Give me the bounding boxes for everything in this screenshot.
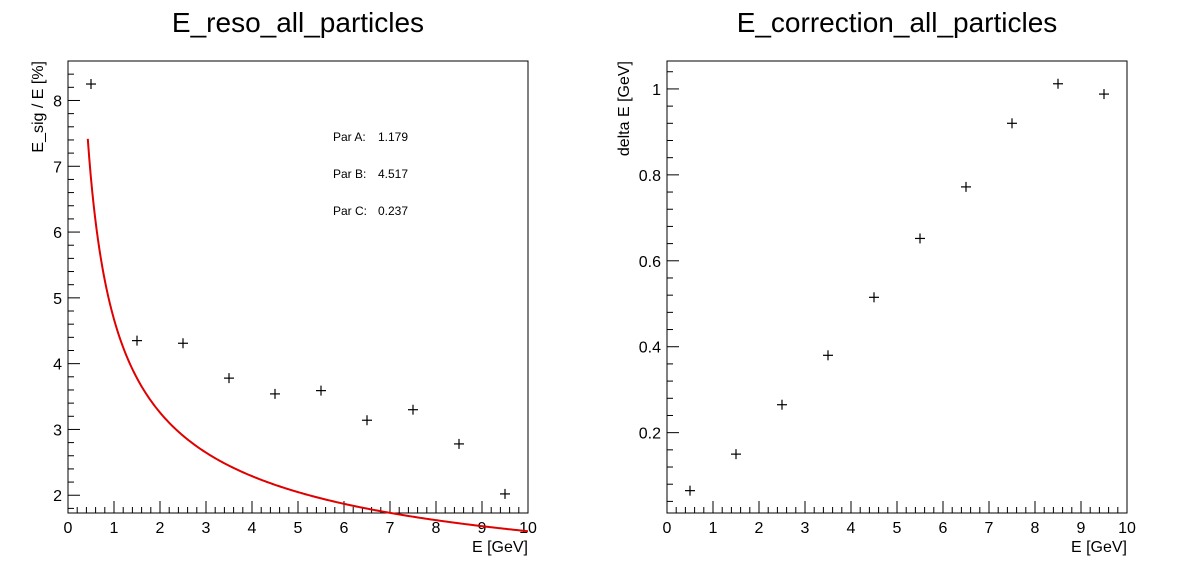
resolution-panel: E_reso_all_particles 0 1 2 3 4 5 6 7 8 9 10 2 3 4 5 6 7 8… — [30, 7, 537, 556]
x-tick-label: 1 — [110, 520, 119, 537]
x-tick-label: 2 — [156, 520, 165, 537]
plot-frame — [666, 60, 1128, 514]
y-axis-label: E_sig / E [%] — [30, 61, 47, 153]
x-tick-label: 6 — [340, 520, 349, 537]
data-point — [132, 335, 142, 346]
par-b-value: 4.517 — [378, 167, 408, 181]
x-axis-label: E [GeV] — [472, 539, 528, 556]
y-tick-label: 6 — [53, 225, 62, 242]
par-a-value: 1.179 — [378, 130, 408, 144]
data-point — [408, 404, 418, 415]
fit-parameters: Par A: 1.179 Par B: 4.517 Par C: 0.237 — [333, 130, 408, 218]
y-tick-label: 0.2 — [639, 426, 661, 443]
par-c-value: 0.237 — [378, 204, 408, 218]
data-point — [915, 233, 925, 244]
y-tick-label: 0.4 — [639, 340, 661, 357]
x-tick-label: 0 — [64, 520, 73, 537]
x-tick-label: 10 — [1118, 520, 1136, 537]
y-tick-label: 5 — [53, 291, 62, 308]
x-tick-label: 7 — [985, 520, 994, 537]
data-point — [316, 385, 326, 396]
y-tick-label: 7 — [53, 159, 62, 176]
y-tick-label: 1 — [652, 82, 661, 99]
x-tick-label: 9 — [1077, 520, 1086, 537]
x-tick-label: 0 — [663, 520, 672, 537]
data-point — [961, 181, 971, 192]
chart-title: E_reso_all_particles — [172, 7, 424, 38]
x-tick-label: 3 — [202, 520, 211, 537]
correction-panel: E_correction_all_particles 0 1 2 3 4 5 6 7 8 9 100… — [616, 7, 1136, 556]
data-point — [362, 415, 372, 426]
x-tick-label: 2 — [755, 520, 764, 537]
par-b-label: Par B: — [333, 167, 366, 181]
data-point — [178, 338, 188, 349]
x-tick-label: 7 — [386, 520, 395, 537]
y-tick-label: 0.8 — [639, 168, 661, 185]
y-tick-label: 3 — [53, 422, 62, 439]
x-tick-label: 10 — [519, 520, 537, 537]
data-points — [685, 78, 1109, 496]
data-point — [1007, 118, 1017, 129]
data-point — [731, 449, 741, 460]
par-c-label: Par C: — [333, 204, 367, 218]
fit-curve — [86, 138, 529, 533]
y-tick-label: 8 — [53, 93, 62, 110]
x-tick-label: 5 — [893, 520, 902, 537]
data-point — [685, 485, 695, 496]
chart-title: E_correction_all_particles — [737, 7, 1058, 38]
x-axis-label: E [GeV] — [1071, 539, 1127, 556]
data-point — [869, 292, 879, 303]
data-point — [1053, 78, 1063, 89]
data-point — [454, 438, 464, 449]
x-tick-label: 1 — [709, 520, 718, 537]
x-tick-label: 4 — [847, 520, 856, 537]
y-tick-label: 4 — [53, 357, 62, 374]
x-tick-label: 8 — [1031, 520, 1040, 537]
y-axis-label: delta E [GeV] — [616, 61, 633, 156]
y-tick-label: 2 — [53, 488, 62, 505]
x-tick-label: 9 — [478, 520, 487, 537]
x-tick-label: 3 — [801, 520, 810, 537]
data-point — [224, 373, 234, 384]
data-point — [86, 79, 96, 90]
data-point — [823, 350, 833, 361]
data-point — [270, 388, 280, 399]
data-point — [500, 488, 510, 499]
data-point — [777, 399, 787, 410]
data-points — [86, 79, 510, 499]
data-point — [1099, 89, 1109, 100]
axes: 0 1 2 3 4 5 6 7 8 9 10 0.2 0.4 0.6 0.8 1 — [639, 71, 1136, 537]
fit-curve-group — [86, 138, 529, 533]
x-tick-label: 4 — [248, 520, 257, 537]
x-tick-label: 6 — [939, 520, 948, 537]
x-tick-label: 5 — [294, 520, 303, 537]
par-a-label: Par A: — [333, 130, 366, 144]
axes: 0 1 2 3 4 5 6 7 8 9 10 2 3 4 5 6 7 8 — [53, 60, 537, 537]
y-tick-label: 0.6 — [639, 254, 661, 271]
x-tick-label: 8 — [432, 520, 441, 537]
